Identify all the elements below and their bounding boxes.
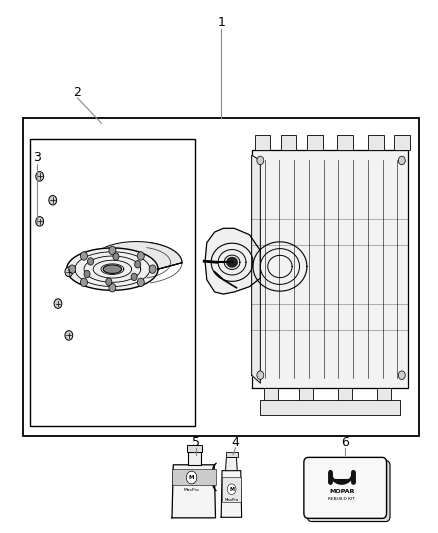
Polygon shape (205, 228, 260, 294)
Circle shape (65, 267, 73, 277)
Circle shape (106, 278, 112, 286)
FancyBboxPatch shape (304, 457, 387, 519)
Circle shape (257, 156, 264, 165)
Polygon shape (103, 265, 121, 273)
Circle shape (257, 371, 264, 379)
Circle shape (49, 196, 57, 205)
Bar (281, 135, 297, 150)
Bar (254, 135, 270, 150)
Circle shape (54, 299, 62, 309)
Bar (378, 389, 391, 402)
Text: 1: 1 (217, 16, 225, 29)
Text: M: M (229, 487, 234, 492)
Bar (337, 135, 353, 150)
Bar (172, 469, 215, 485)
Text: 5: 5 (192, 436, 200, 449)
Polygon shape (67, 241, 182, 269)
Circle shape (84, 270, 90, 278)
Text: MaxPro: MaxPro (184, 488, 199, 492)
Text: 6: 6 (341, 436, 349, 449)
Circle shape (88, 258, 94, 265)
Bar (260, 400, 399, 415)
Circle shape (113, 253, 119, 260)
Polygon shape (252, 155, 260, 383)
Bar (226, 452, 238, 457)
Polygon shape (67, 248, 158, 290)
Circle shape (69, 265, 76, 273)
Bar (30, 139, 195, 425)
Bar (368, 135, 384, 150)
Circle shape (398, 371, 405, 379)
Polygon shape (172, 465, 215, 518)
Circle shape (186, 471, 197, 484)
Bar (23, 118, 419, 436)
Text: 3: 3 (33, 151, 41, 164)
Bar (264, 389, 278, 402)
Bar (394, 135, 410, 150)
Bar (299, 389, 313, 402)
Circle shape (138, 278, 144, 287)
Bar (223, 477, 241, 503)
Circle shape (36, 172, 44, 181)
Bar (307, 135, 322, 150)
Polygon shape (252, 150, 408, 389)
Polygon shape (226, 457, 237, 471)
FancyBboxPatch shape (307, 461, 390, 521)
Circle shape (227, 484, 236, 495)
Circle shape (36, 216, 44, 226)
Polygon shape (227, 257, 237, 267)
Circle shape (109, 246, 116, 255)
Circle shape (81, 252, 88, 260)
Polygon shape (330, 472, 353, 483)
Circle shape (138, 252, 144, 260)
Circle shape (149, 265, 156, 273)
Text: 4: 4 (232, 436, 240, 449)
Text: MaxPro: MaxPro (225, 498, 239, 502)
Circle shape (81, 278, 88, 287)
Text: 2: 2 (74, 86, 81, 99)
Bar (187, 445, 202, 451)
Polygon shape (221, 471, 242, 518)
Text: REBUILD KIT: REBUILD KIT (328, 497, 355, 501)
Text: M: M (189, 475, 194, 480)
Circle shape (65, 330, 73, 340)
Circle shape (109, 284, 116, 292)
Bar (338, 389, 352, 402)
Circle shape (398, 156, 405, 165)
Circle shape (131, 273, 137, 280)
Text: MOPAR: MOPAR (329, 489, 354, 494)
Circle shape (134, 261, 141, 268)
Bar (188, 451, 201, 465)
